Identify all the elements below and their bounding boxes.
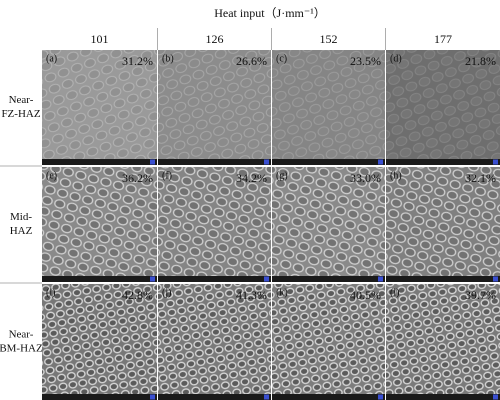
scale-strip (158, 276, 271, 282)
fraction-label: 36.2% (122, 171, 153, 185)
column-label: 126 (206, 32, 224, 46)
column-label: 177 (434, 32, 452, 46)
micrograph-texture (272, 284, 385, 394)
scale-marker (150, 394, 155, 400)
scale-marker (493, 159, 498, 165)
fraction-label: 23.5% (350, 54, 381, 68)
column-label: 101 (91, 32, 109, 46)
fraction-label: 21.8% (465, 54, 496, 68)
scale-strip (158, 159, 271, 165)
micrograph-texture (272, 167, 385, 276)
panel-tag: (c) (276, 53, 287, 64)
panel-tag: (f) (162, 170, 172, 181)
panel-tag: (d) (390, 53, 402, 64)
fraction-label: 40.5% (350, 288, 381, 302)
micrograph-texture (42, 284, 157, 394)
micrograph-texture (42, 50, 157, 159)
scale-marker (264, 159, 269, 165)
micrograph-texture (272, 50, 385, 159)
scale-marker (378, 394, 383, 400)
scale-marker (150, 159, 155, 165)
panel-tag: (l) (390, 287, 399, 298)
fraction-label: 26.6% (236, 54, 267, 68)
fraction-label: 39.7% (465, 288, 496, 302)
micrograph-texture (42, 167, 157, 276)
micrograph-texture (386, 50, 500, 159)
scale-strip (42, 159, 157, 165)
micrograph-texture (158, 284, 271, 394)
scale-strip (386, 276, 500, 282)
column-label: 152 (320, 32, 338, 46)
panel-tag: (b) (162, 53, 174, 64)
panel-tag: (a) (46, 53, 57, 64)
scale-strip (158, 394, 271, 400)
scale-strip (272, 394, 385, 400)
fraction-label: 33.0% (350, 171, 381, 185)
panel-tag: (e) (46, 170, 57, 181)
row-label: HAZ (10, 225, 33, 237)
panel-tag: (j) (162, 287, 171, 298)
panel-tag: (i) (46, 287, 55, 298)
scale-marker (264, 394, 269, 400)
scale-strip (42, 276, 157, 282)
row-label: FZ-HAZ (1, 108, 40, 120)
fraction-label: 42.8% (122, 288, 153, 302)
scale-marker (150, 276, 155, 282)
fraction-label: 31.2% (122, 54, 153, 68)
micrograph-texture (386, 284, 500, 394)
scale-marker (493, 394, 498, 400)
fraction-label: 34.2% (236, 171, 267, 185)
fraction-label: 41.3% (236, 288, 267, 302)
scale-strip (386, 394, 500, 400)
figure-title: Heat input（J·mm⁻¹） (214, 6, 326, 20)
panel-tag: (k) (276, 287, 288, 298)
row-label: BM-HAZ (0, 343, 43, 355)
scale-strip (272, 276, 385, 282)
micrograph-texture (158, 167, 271, 276)
row-label: Near- (9, 329, 34, 341)
micrograph-texture (158, 50, 271, 159)
micrograph-texture (386, 167, 500, 276)
scale-marker (378, 159, 383, 165)
panel-tag: (h) (390, 170, 402, 181)
scale-strip (386, 159, 500, 165)
scale-strip (42, 394, 157, 400)
panel-tag: (g) (276, 170, 288, 181)
scale-marker (378, 276, 383, 282)
fraction-label: 32.1% (465, 171, 496, 185)
row-label: Mid- (10, 211, 32, 223)
row-label: Near- (9, 94, 34, 106)
scale-marker (264, 276, 269, 282)
scale-strip (272, 159, 385, 165)
scale-marker (493, 276, 498, 282)
